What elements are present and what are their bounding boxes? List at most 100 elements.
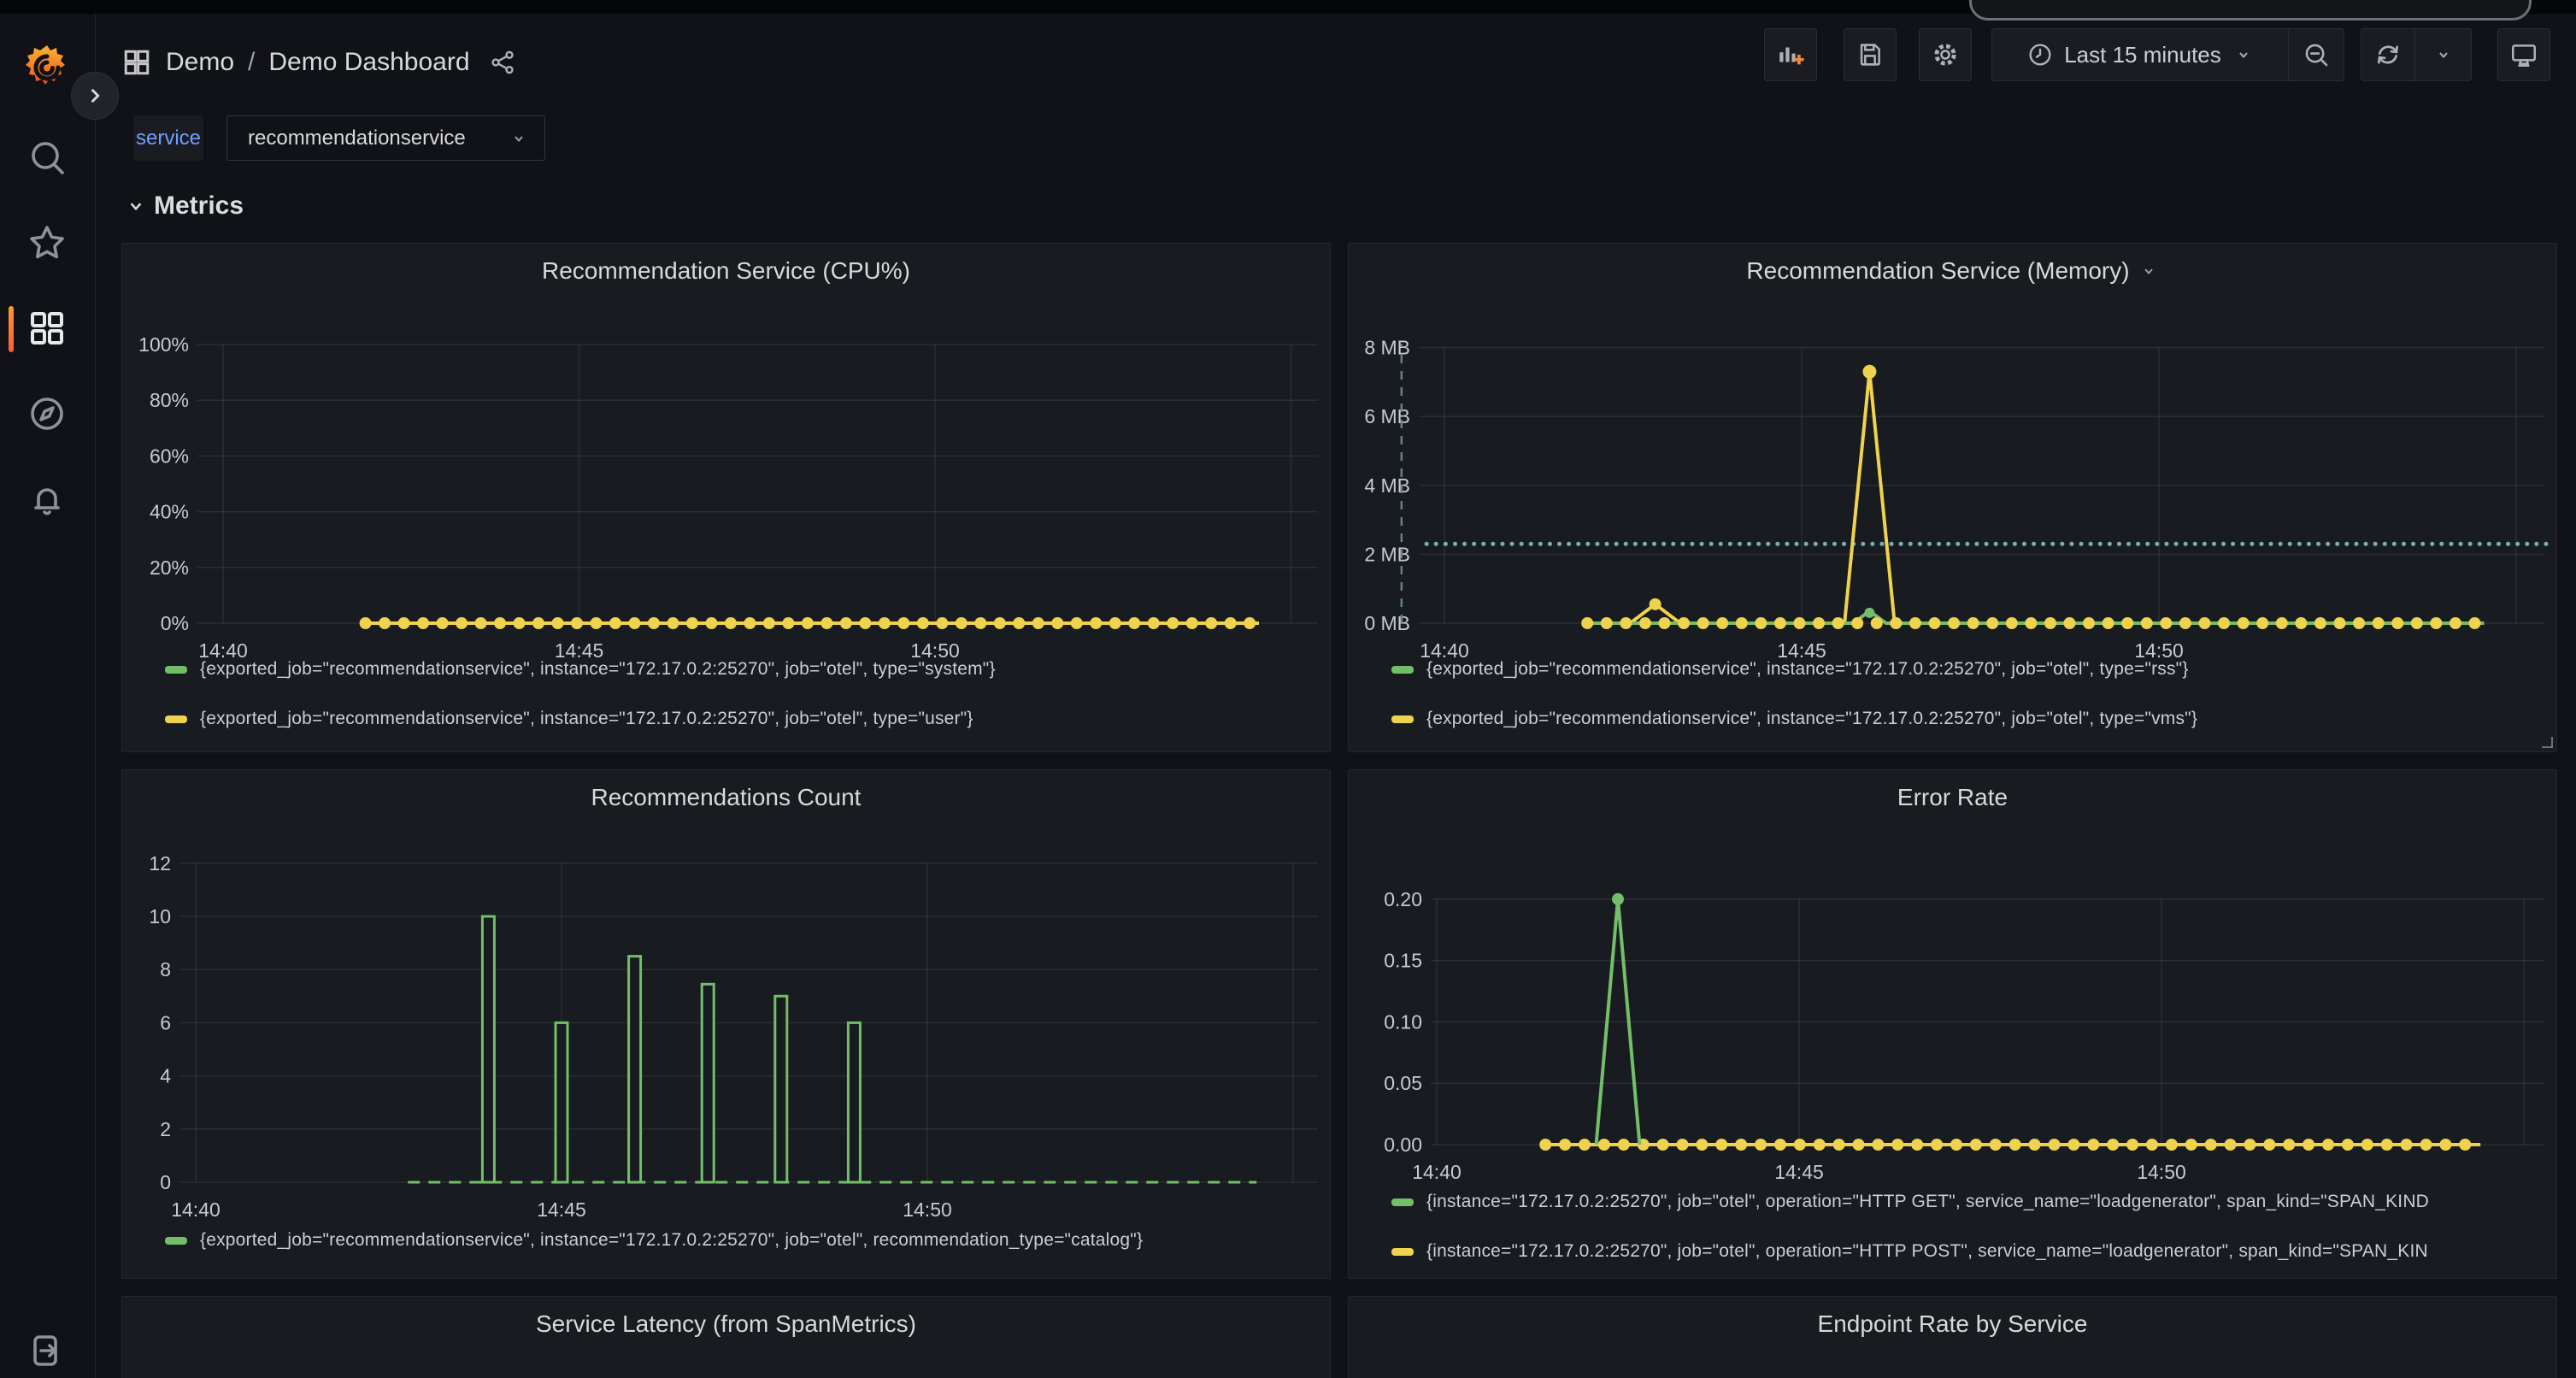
legend-label: {exported_job="recommendationservice", i… <box>200 1230 1143 1251</box>
svg-text:0: 0 <box>160 1171 171 1193</box>
chevron-down-icon <box>2233 44 2254 65</box>
breadcrumb-dashboard-title[interactable]: Demo Dashboard <box>268 48 469 77</box>
panel-resize-handle[interactable] <box>2541 736 2553 748</box>
svg-text:10: 10 <box>149 905 171 928</box>
svg-text:0.00: 0.00 <box>1384 1134 1422 1156</box>
svg-text:14:40: 14:40 <box>1412 1161 1461 1183</box>
panel-title[interactable]: Service Latency (from SpanMetrics) <box>122 1297 1330 1352</box>
legend-item[interactable]: {exported_job="recommendationservice", i… <box>1391 707 2550 731</box>
dashboards-icon[interactable] <box>26 308 68 349</box>
legend-label: {exported_job="recommendationservice", i… <box>1426 659 2189 680</box>
svg-text:0%: 0% <box>161 612 189 634</box>
breadcrumb: Demo / Demo Dashboard <box>121 14 516 111</box>
legend-swatch <box>165 1237 187 1245</box>
panel-recommendation-memory: Recommendation Service (Memory) 8 MB6 MB… <box>1348 243 2557 752</box>
grafana-logo[interactable] <box>23 43 71 92</box>
clock-icon <box>2026 41 2054 68</box>
top-strip <box>0 0 2576 14</box>
svg-text:0.20: 0.20 <box>1384 888 1422 910</box>
variable-selected-value: recommendationservice <box>248 127 466 150</box>
legend-item[interactable]: {exported_job="recommendationservice", i… <box>165 657 1323 681</box>
legend-swatch <box>1391 666 1414 674</box>
svg-text:80%: 80% <box>150 389 189 411</box>
svg-text:14:45: 14:45 <box>537 1198 586 1221</box>
svg-text:8: 8 <box>160 958 171 980</box>
panel-legend: {instance="172.17.0.2:25270", job="otel"… <box>1391 1190 2550 1279</box>
recommendations-count-chart[interactable]: 12108642014:4014:4514:50 <box>122 770 1330 1278</box>
kiosk-mode-button[interactable] <box>2497 28 2550 81</box>
legend-label: {exported_job="recommendationservice", i… <box>200 659 996 680</box>
legend-item[interactable]: {exported_job="recommendationservice", i… <box>1391 657 2550 681</box>
legend-swatch <box>1391 1248 1414 1256</box>
active-item-accent-bar <box>9 306 14 352</box>
svg-text:0.15: 0.15 <box>1384 950 1422 972</box>
legend-label: {instance="172.17.0.2:25270", job="otel"… <box>1426 1192 2429 1212</box>
svg-text:40%: 40% <box>150 501 189 523</box>
legend-item[interactable]: {instance="172.17.0.2:25270", job="otel"… <box>1391 1240 2550 1263</box>
share-icon[interactable] <box>489 49 516 76</box>
time-range-group: Last 15 minutes <box>1991 28 2344 81</box>
header: Demo / Demo Dashboard <box>95 14 2576 111</box>
panel-legend: {exported_job="recommendationservice", i… <box>1391 657 2550 752</box>
svg-text:14:45: 14:45 <box>1774 1161 1824 1183</box>
sidebar <box>0 14 96 1378</box>
legend-item[interactable]: {exported_job="recommendationservice", i… <box>165 707 1323 731</box>
chevron-down-icon <box>509 128 529 149</box>
legend-swatch <box>165 666 187 674</box>
svg-text:6 MB: 6 MB <box>1364 405 1410 427</box>
svg-text:0.10: 0.10 <box>1384 1010 1422 1033</box>
svg-text:14:50: 14:50 <box>2137 1161 2186 1183</box>
row-metrics-toggle[interactable]: Metrics <box>125 190 244 222</box>
panel-legend: {exported_job="recommendationservice", i… <box>165 657 1323 752</box>
save-dashboard-button[interactable] <box>1844 28 1897 81</box>
dashboard-settings-button[interactable] <box>1919 28 1972 81</box>
svg-text:4 MB: 4 MB <box>1364 474 1410 497</box>
legend-swatch <box>1391 716 1414 723</box>
save-dashboard-icon <box>1856 40 1885 69</box>
explore-compass-icon[interactable] <box>26 393 68 434</box>
refresh-dashboard-button[interactable] <box>2361 29 2414 80</box>
row-title: Metrics <box>154 191 244 221</box>
panel-endpoint-rate: Endpoint Rate by Service <box>1348 1296 2557 1378</box>
variable-value-dropdown[interactable]: recommendationservice <box>226 115 545 161</box>
svg-text:2 MB: 2 MB <box>1364 543 1410 565</box>
dashboard-settings-gear-icon <box>1931 40 1960 69</box>
breadcrumb-folder[interactable]: Demo <box>166 48 234 77</box>
svg-text:2: 2 <box>160 1118 171 1140</box>
panel-legend: {exported_job="recommendationservice", i… <box>165 1228 1323 1278</box>
refresh-icon <box>2373 40 2403 69</box>
search-icon[interactable] <box>26 137 68 178</box>
kiosk-tv-icon <box>2509 40 2538 69</box>
svg-text:20%: 20% <box>150 556 189 579</box>
svg-text:0 MB: 0 MB <box>1364 612 1410 634</box>
panel-title[interactable]: Endpoint Rate by Service <box>1349 1297 2556 1352</box>
variable-label-service[interactable]: service <box>133 115 203 161</box>
zoom-out-icon <box>2302 40 2331 69</box>
apps-grid-icon <box>121 47 152 78</box>
breadcrumb-separator: / <box>248 48 255 77</box>
svg-text:4: 4 <box>160 1065 171 1087</box>
panel-service-latency: Service Latency (from SpanMetrics) <box>121 1296 1331 1378</box>
legend-item[interactable]: {exported_job="recommendationservice", i… <box>165 1228 1323 1252</box>
browser-overlay-pill <box>1969 0 2532 21</box>
starred-icon[interactable] <box>26 222 68 263</box>
legend-item[interactable]: {instance="172.17.0.2:25270", job="otel"… <box>1391 1190 2550 1214</box>
svg-text:14:50: 14:50 <box>903 1198 952 1221</box>
time-range-picker[interactable]: Last 15 minutes <box>1992 29 2288 80</box>
expand-sidebar-button[interactable] <box>71 72 119 120</box>
refresh-interval-chevron-icon <box>2433 44 2454 65</box>
legend-label: {instance="172.17.0.2:25270", job="otel"… <box>1426 1241 2428 1262</box>
add-panel-button[interactable] <box>1764 28 1817 81</box>
svg-text:6: 6 <box>160 1011 171 1034</box>
alerting-bell-icon[interactable] <box>26 479 68 520</box>
legend-swatch <box>1391 1198 1414 1206</box>
panel-error-rate: Error Rate 0.200.150.100.050.0014:4014:4… <box>1348 769 2557 1279</box>
chevron-down-icon <box>125 195 147 217</box>
add-panel-icon <box>1776 40 1805 69</box>
svg-text:12: 12 <box>149 852 171 874</box>
sign-out-icon[interactable] <box>26 1330 68 1371</box>
svg-text:8 MB: 8 MB <box>1364 337 1410 359</box>
refresh-interval-picker[interactable] <box>2414 29 2471 80</box>
panel-recommendation-cpu: Recommendation Service (CPU%) 100%80%60%… <box>121 243 1331 752</box>
zoom-out-time-button[interactable] <box>2288 29 2344 80</box>
